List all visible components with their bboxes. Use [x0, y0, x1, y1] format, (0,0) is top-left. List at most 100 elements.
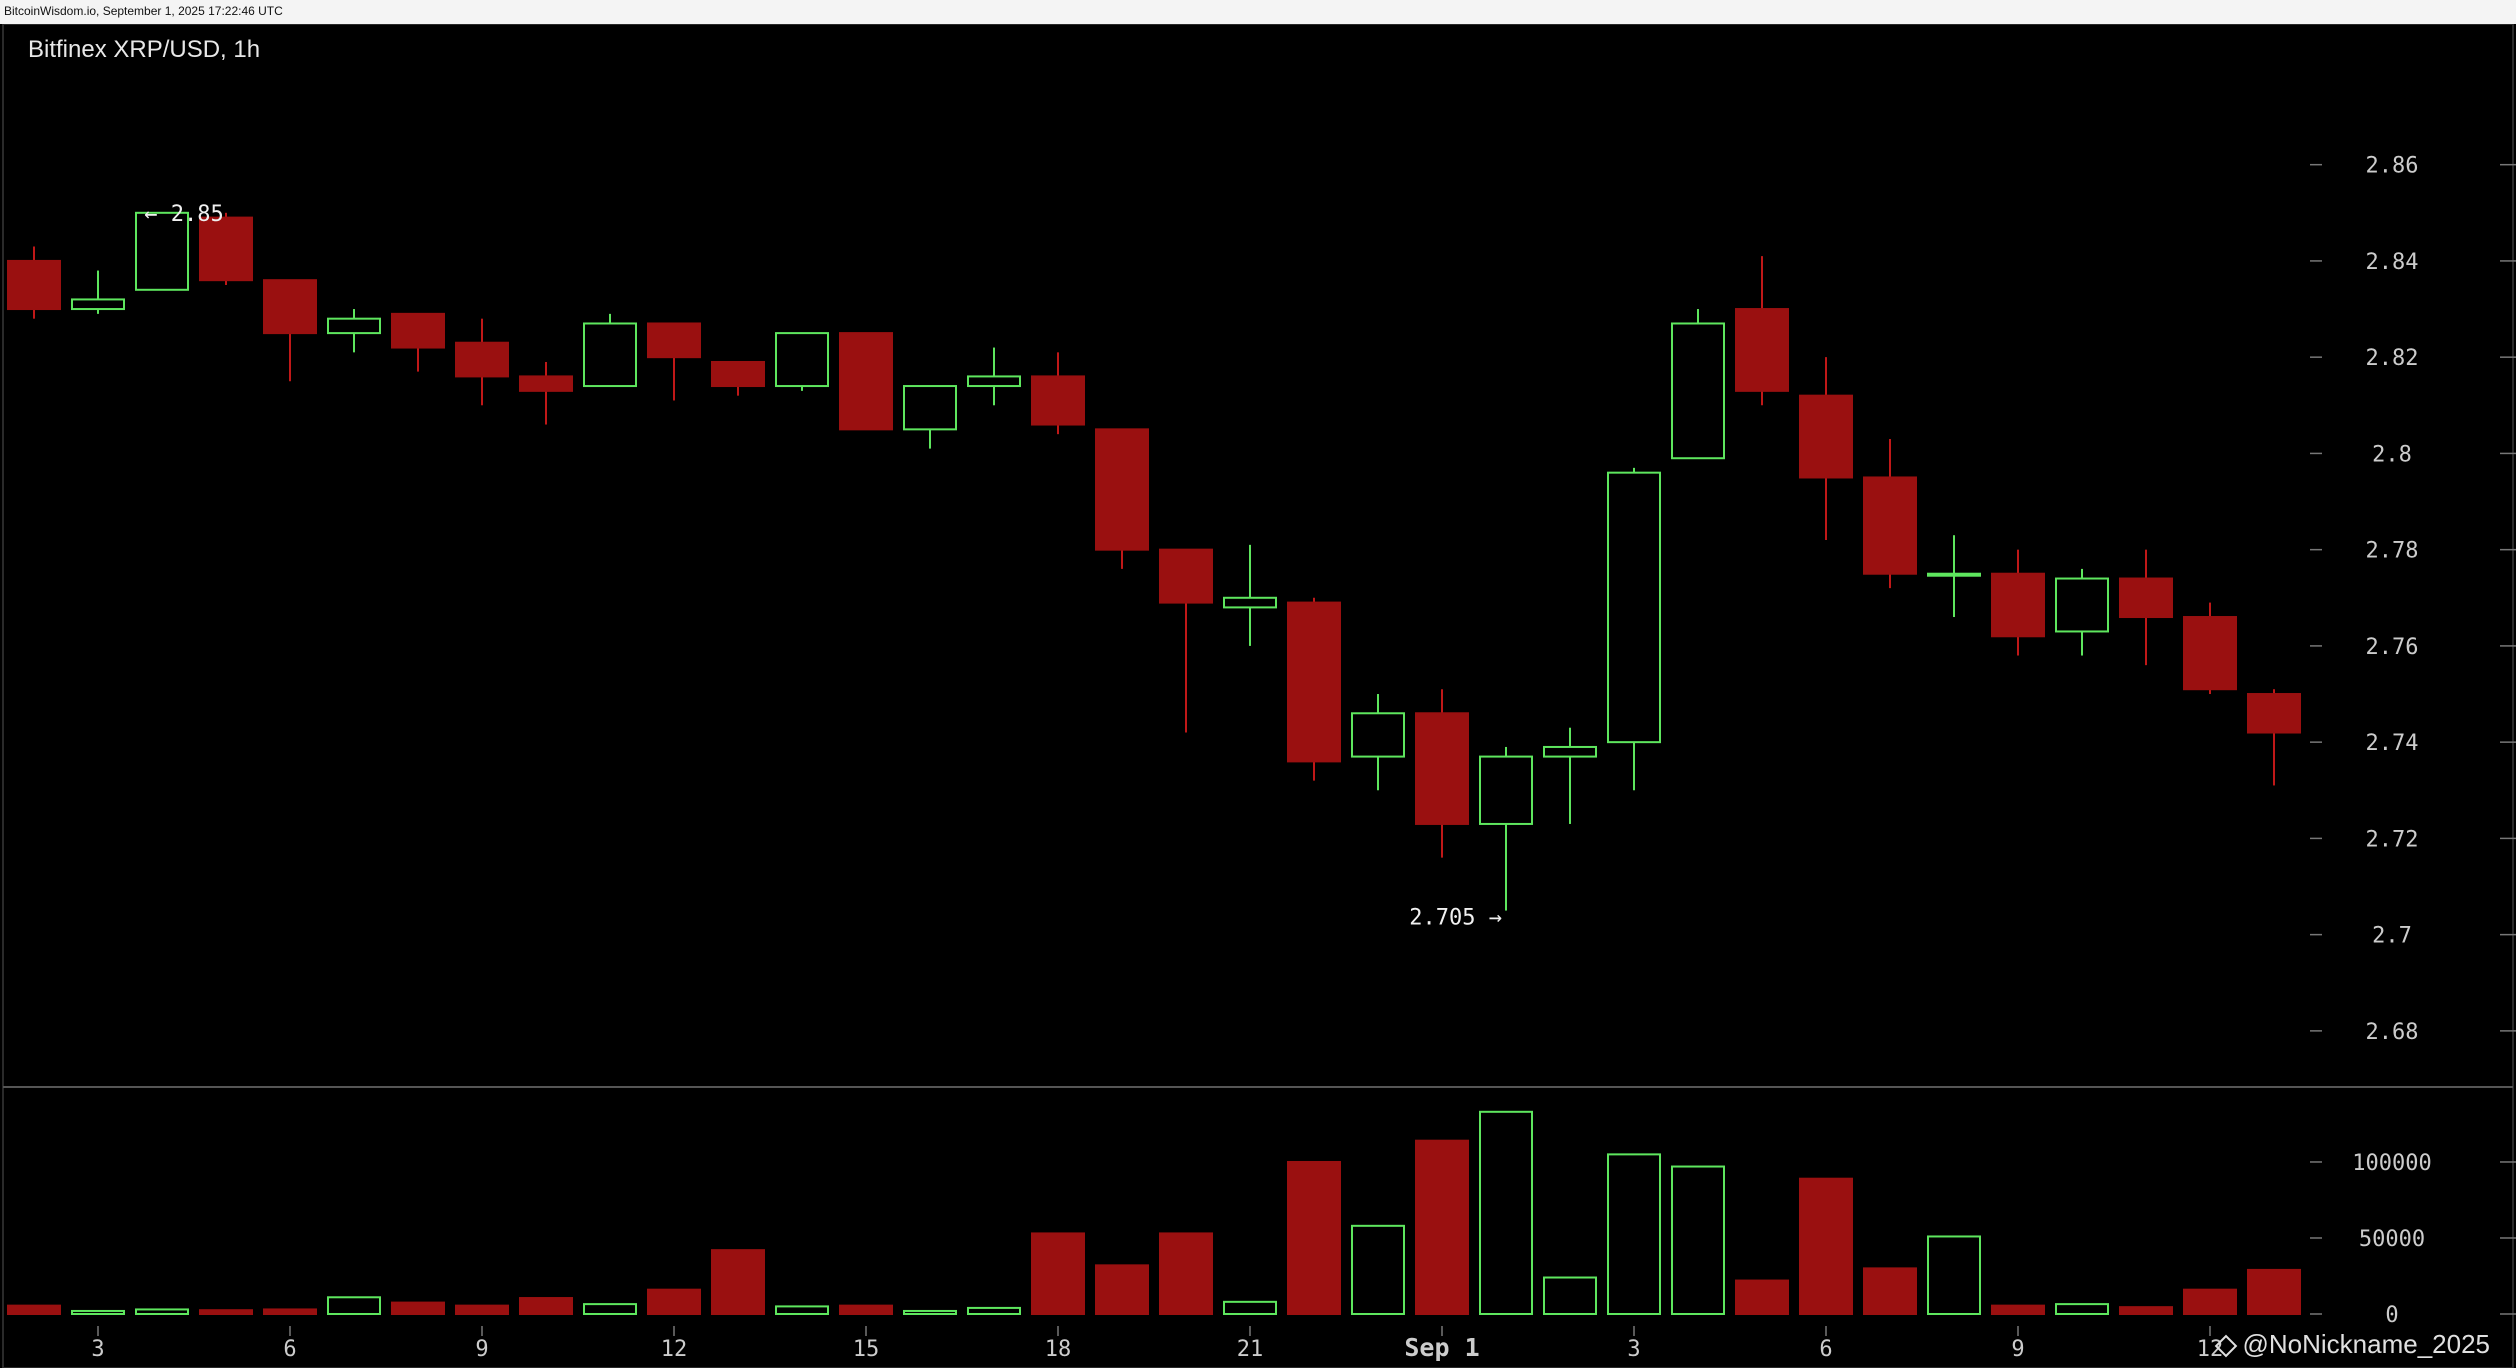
volume-bar-up: [1479, 1110, 1533, 1316]
watermark: @NoNickname_2025: [2214, 1329, 2490, 1360]
candle-body-up: [583, 322, 637, 388]
volume-bar-down: [455, 1304, 509, 1316]
volume-bar-down: [1799, 1177, 1853, 1315]
candle-body-up: [1671, 322, 1725, 460]
candle-body-up: [903, 385, 957, 431]
x-tick-label: Sep 1: [1404, 1333, 1479, 1362]
candle-body-up: [1223, 596, 1277, 609]
volume-bar-up: [1927, 1235, 1981, 1315]
candle-body-up: [135, 211, 189, 291]
price-tick-label: 2.74: [2366, 731, 2419, 756]
volume-bar-up: [71, 1309, 125, 1316]
volume-bar-up: [1671, 1165, 1725, 1316]
watermark-text: @NoNickname_2025: [2242, 1329, 2490, 1359]
volume-bar-down: [2183, 1288, 2237, 1315]
volume-bar-down: [1095, 1264, 1149, 1315]
x-tick-label: 6: [283, 1337, 296, 1362]
candle-body-up: [327, 317, 381, 335]
chart-title: Bitfinex XRP/USD, 1h: [28, 36, 261, 63]
candle-body-down: [7, 259, 61, 311]
volume-tick-label: 50000: [2359, 1227, 2425, 1252]
volume-bar-up: [775, 1305, 829, 1316]
candle-body-down: [1415, 712, 1469, 825]
candle-body-down: [711, 360, 765, 388]
volume-bar-down: [2247, 1268, 2301, 1315]
candle-body-up: [1607, 471, 1661, 744]
volume-bar-down: [263, 1308, 317, 1316]
price-tick-label: 2.8: [2372, 442, 2412, 467]
volume-bar-up: [583, 1303, 637, 1316]
binance-logo-icon: [2214, 1334, 2236, 1356]
price-tick-label: 2.84: [2366, 250, 2419, 275]
x-tick-label: 21: [1237, 1337, 1264, 1362]
volume-bar-down: [7, 1304, 61, 1316]
volume-bar-down: [1031, 1232, 1085, 1315]
candle-body-up: [2055, 577, 2109, 633]
price-tick-label: 2.76: [2366, 635, 2419, 660]
candle-body-up: [71, 298, 125, 311]
volume-bar-down: [839, 1304, 893, 1316]
volume-bar-up: [967, 1306, 1021, 1316]
price-tick-label: 2.78: [2366, 539, 2419, 564]
volume-bar-down: [2119, 1306, 2173, 1316]
volume-bar-down: [199, 1309, 253, 1316]
candle-body-down: [391, 312, 445, 349]
candle-body-up: [775, 332, 829, 388]
candle-body-down: [647, 322, 701, 359]
candle-body-down: [1031, 375, 1085, 426]
volume-bar-down: [711, 1249, 765, 1316]
volume-bar-up: [135, 1308, 189, 1316]
candle-body-down: [263, 279, 317, 335]
x-tick-label: 18: [1045, 1337, 1072, 1362]
source-caption: BitcoinWisdom.io, September 1, 2025 17:2…: [4, 4, 283, 18]
volume-bar-down: [391, 1301, 445, 1316]
volume-bar-down: [647, 1288, 701, 1315]
candle-body-down: [2119, 577, 2173, 619]
volume-bar-up: [1351, 1224, 1405, 1316]
candle-body-up: [1543, 745, 1597, 758]
volume-bar-up: [903, 1309, 957, 1316]
volume-tick-label: 0: [2385, 1303, 2398, 1328]
chart-border: [2, 24, 2514, 1368]
candle-body-down: [2247, 693, 2301, 734]
candle-body-down: [519, 375, 573, 392]
price-tick-label: 2.86: [2366, 154, 2419, 179]
x-tick-label: 15: [853, 1337, 880, 1362]
volume-bar-down: [1287, 1160, 1341, 1316]
candle-body-down: [1287, 601, 1341, 763]
candle-body-down: [839, 332, 893, 431]
volume-bar-down: [1991, 1304, 2045, 1316]
price-tick-label: 2.68: [2366, 1020, 2419, 1045]
candle-body-down: [1095, 428, 1149, 551]
candle-body-down: [199, 216, 253, 282]
volume-bar-up: [1543, 1276, 1597, 1316]
x-tick-label: 3: [91, 1337, 104, 1362]
price-tick-label: 2.7: [2372, 924, 2412, 949]
candle-body-down: [455, 341, 509, 378]
candlestick-chart: 2.68 2.7 2.72 2.74 2.76 2.78 2.8 2.82 2.84 2.86 0 5…: [2, 24, 2516, 1368]
volume-bar-down: [1159, 1232, 1213, 1315]
price-annotation: ← 2.85: [144, 202, 223, 227]
volume-bar-down: [1735, 1279, 1789, 1316]
x-tick-label: 3: [1627, 1337, 1640, 1362]
x-tick-label: 12: [661, 1337, 688, 1362]
candle-body-up: [967, 375, 1021, 388]
volume-bar-up: [1607, 1153, 1661, 1315]
candle-body-down: [1991, 572, 2045, 638]
volume-bar-down: [1415, 1139, 1469, 1316]
volume-bar-down: [519, 1297, 573, 1315]
candle-body-up: [1479, 755, 1533, 825]
chart-frame: 2.68 2.7 2.72 2.74 2.76 2.78 2.8 2.82 2.84 2.86 0 5…: [0, 24, 2516, 1368]
x-tick-label: 6: [1819, 1337, 1832, 1362]
volume-tick-label: 100000: [2352, 1151, 2431, 1176]
candle-body-down: [1735, 308, 1789, 392]
candle-body-up: [1351, 712, 1405, 758]
candle-body-down: [1159, 548, 1213, 604]
candle-body-down: [2183, 616, 2237, 691]
volume-bar-up: [327, 1296, 381, 1315]
price-tick-label: 2.82: [2366, 346, 2419, 371]
x-tick-label: 9: [475, 1337, 488, 1362]
top-bar: BitcoinWisdom.io, September 1, 2025 17:2…: [0, 0, 2516, 24]
volume-bar-down: [1863, 1267, 1917, 1315]
price-annotation: 2.705 →: [1409, 906, 1502, 931]
